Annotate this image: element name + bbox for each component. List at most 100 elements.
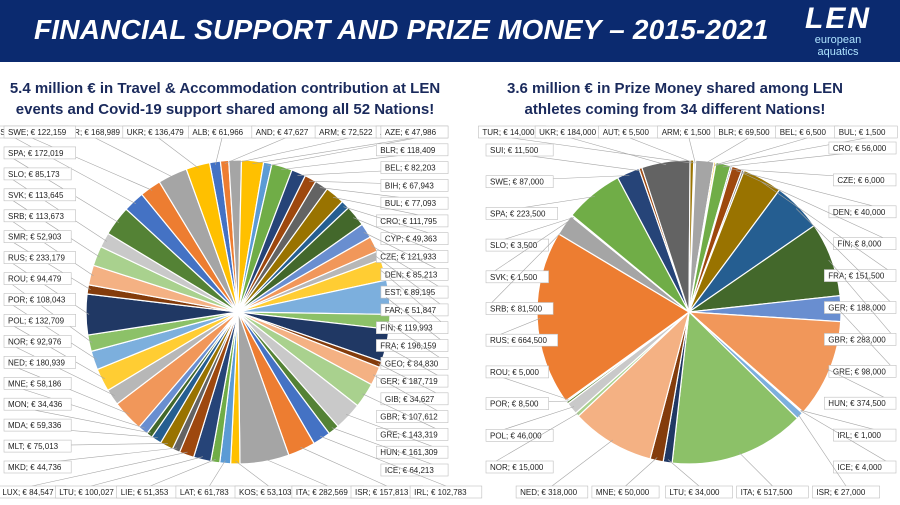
travel-label-box-hun [375, 445, 449, 459]
prize-label-isr: ISR; € 27,000 [797, 413, 880, 499]
prize-label-srb: SRB; € 81,500 [485, 226, 568, 315]
travel-label-mlt: MLT; € 75,013 [3, 439, 168, 453]
prize-label-text-cro: CRO; € 56,000 [833, 144, 887, 153]
travel-label-text-den: DEN; € 85,213 [385, 270, 438, 279]
travel-label-box-por [3, 293, 76, 306]
travel-label-text-mon: MON; € 34,436 [8, 400, 63, 409]
prize-leader-ned [551, 439, 613, 487]
prize-leader-mne [625, 457, 658, 487]
travel-leader-rou [3, 278, 93, 343]
prize-label-text-hun: HUN; € 374,500 [828, 399, 886, 408]
prize-label-text-ger: GER; € 188,000 [828, 304, 886, 313]
prize-label-text-pol: POL; € 46,000 [490, 431, 542, 440]
travel-label-text-fra: FRA; € 196,159 [380, 342, 437, 351]
travel-label-text-cyp: CYP; € 49,363 [385, 235, 438, 244]
prize-label-por: POR; € 8,500 [485, 397, 570, 410]
prize-leader-blr [704, 137, 749, 165]
prize-label-box-fin [833, 237, 897, 250]
prize-label-text-slo: SLO; € 3,500 [490, 241, 538, 250]
travel-label-rou: ROU; € 94,479 [3, 272, 93, 343]
travel-label-box-est [380, 285, 449, 299]
travel-label-text-bul: BUL; € 77,093 [385, 199, 437, 208]
travel-label-text-mne: MNE; € 58,186 [8, 379, 62, 388]
travel-support-subtitle-line2: events and Covid-19 support shared among… [15, 101, 435, 118]
prize-label-box-bul [834, 125, 898, 139]
logo-mark: LEN [805, 2, 871, 35]
prize-label-text-irl: IRL; € 1,000 [837, 431, 881, 440]
travel-label-box-mkd [3, 460, 72, 474]
travel-label-bih: BIH; € 67,943 [309, 179, 449, 192]
prize-money-subtitle-line2: athletes coming from 34 different Nation… [524, 101, 826, 118]
travel-leader-est [371, 245, 449, 293]
prize-label-box-srb [485, 302, 554, 315]
prize-label-box-pol [485, 428, 554, 442]
prize-label-gre: GRE; € 98,000 [828, 308, 897, 378]
prize-label-fin: FIN; € 8,000 [742, 172, 897, 250]
travel-label-text-alb: ALB; € 61,966 [192, 128, 243, 137]
prize-leader-gbr [828, 259, 897, 340]
travel-label-spa: SPA; € 172,019 [3, 146, 119, 223]
prize-label-box-swe [485, 175, 554, 188]
travel-label-text-aze: AZE; € 47,986 [385, 128, 437, 137]
prize-label-box-ger [823, 301, 897, 314]
travel-leader-gbr [372, 374, 449, 417]
travel-leader-spa [3, 152, 119, 223]
travel-label-text-ned: NED; € 180,939 [8, 358, 65, 367]
travel-label-box-far [380, 303, 449, 317]
prize-label-bel: BEL; € 6,500 [714, 125, 839, 166]
travel-label-fin: FIN; € 119,993 [375, 270, 449, 335]
travel-label-text-gre: GRE; € 143,319 [380, 430, 438, 439]
prize-label-rou: ROU; € 5,000 [485, 365, 569, 400]
travel-label-box-spa [3, 146, 76, 160]
prize-leader-fin [742, 172, 897, 244]
travel-label-aze: AZE; € 47,986 [267, 125, 449, 167]
prize-label-text-srb: SRB; € 81,500 [490, 305, 543, 314]
prize-label-fra: FRA; € 151,500 [760, 181, 897, 282]
prize-label-text-aut: AUT; € 5,500 [603, 128, 650, 137]
travel-label-blr: BLR; € 118,409 [281, 143, 449, 170]
travel-leader-sui [31, 137, 153, 191]
travel-label-text-lat: LAT; € 61,783 [180, 488, 229, 497]
prize-leader-srb [485, 226, 568, 309]
travel-label-mne: MNE; € 58,186 [3, 376, 145, 429]
travel-label-fra: FRA; € 196,159 [375, 297, 449, 352]
travel-leader-and [224, 137, 286, 164]
travel-leader-lux [31, 451, 188, 487]
travel-label-lat: LAT; € 61,783 [175, 460, 244, 499]
prize-label-swe: SWE; € 87,000 [485, 175, 630, 188]
travel-label-box-rus [3, 251, 76, 264]
prize-label-text-fin: FIN; € 8,000 [837, 240, 882, 249]
travel-label-text-bih: BIH; € 67,943 [385, 181, 434, 190]
travel-label-box-rou [3, 272, 72, 285]
travel-label-text-geo: GEO; € 84,830 [385, 359, 439, 368]
travel-label-slo: SLO; € 85,173 [3, 167, 107, 242]
len-logo: LEN european aquatics [788, 4, 888, 60]
prize-label-tur: TUR; € 14,000 [478, 125, 692, 164]
travel-label-box-mlt [3, 439, 72, 453]
travel-label-box-swe [3, 125, 76, 139]
prize-label-box-irl [833, 428, 897, 442]
travel-pie [85, 159, 391, 465]
prize-leader-isr [797, 413, 847, 487]
travel-leader-tur [95, 137, 174, 178]
prize-label-text-ltu: LTU; € 34,000 [669, 488, 720, 497]
prize-leader-ice [800, 410, 897, 468]
prize-leader-ltu [667, 459, 700, 487]
prize-label-text-arm: ARM; € 1,500 [662, 128, 711, 137]
title-banner: FINANCIAL SUPPORT AND PRIZE MONEY – 2015… [0, 0, 900, 62]
travel-label-gbr: GBR; € 107,612 [372, 374, 449, 423]
travel-label-text-mlt: MLT; € 75,013 [8, 442, 59, 451]
travel-label-text-ger: GER; € 187,719 [380, 377, 438, 386]
prize-label-box-gbr [823, 333, 897, 346]
prize-label-box-mne [591, 485, 660, 499]
travel-label-text-srb: SRB; € 113,673 [8, 212, 64, 221]
travel-label-isr: ISR; € 157,813 [300, 446, 423, 499]
travel-label-text-gbr: GBR; € 107,612 [380, 413, 438, 422]
prize-leader-ukr [570, 137, 667, 166]
travel-label-text-tur: TUR; € 168,989 [64, 128, 121, 137]
travel-label-box-mda [3, 418, 72, 432]
travel-label-box-ned [3, 355, 76, 369]
travel-label-text-ukr: UKR; € 136,479 [127, 128, 184, 137]
travel-label-text-isr: ISR; € 157,813 [355, 488, 409, 497]
travel-leader-svk [3, 194, 100, 258]
